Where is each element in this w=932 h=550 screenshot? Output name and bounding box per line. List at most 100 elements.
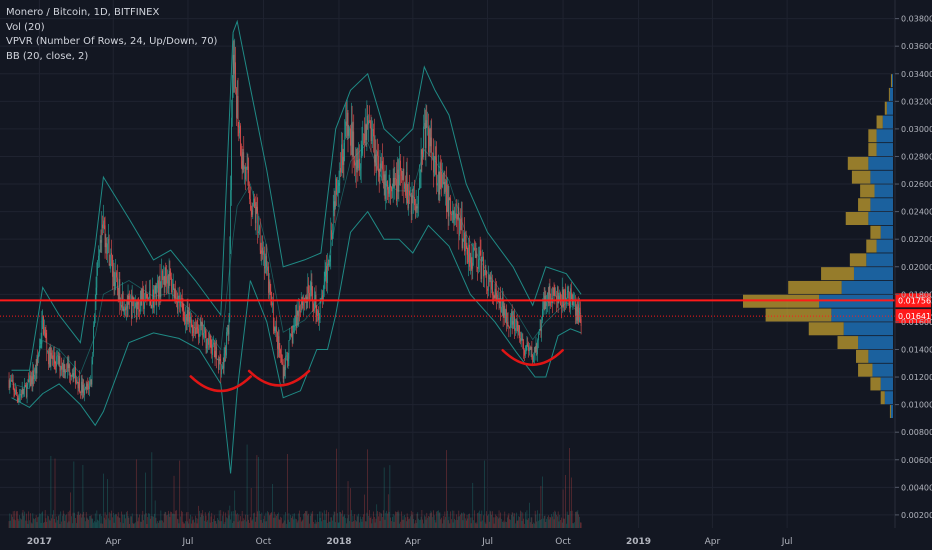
volume-bar [56, 516, 57, 528]
volume-bar [328, 512, 329, 528]
candle-body [346, 121, 347, 126]
candle-body [287, 358, 289, 362]
candle-body [386, 181, 387, 187]
candle-body [441, 171, 442, 188]
candle-body [25, 386, 27, 397]
time-tick-label: 2019 [626, 537, 651, 547]
candle-body [333, 201, 335, 211]
volume-bar [321, 521, 323, 528]
volume-bar [62, 515, 63, 528]
volume-bar [201, 514, 203, 528]
candle-body [329, 255, 331, 262]
candle-body [448, 198, 450, 217]
volume-bar [396, 512, 397, 528]
time-axis[interactable]: 2017 Apr Jul Oct 2018 Apr Jul Oct 2019 Apr Jul [27, 537, 793, 547]
candle-body [127, 295, 129, 309]
volume-bar [341, 513, 342, 528]
candle-body [234, 62, 236, 74]
volume-bar [347, 481, 349, 528]
candle-body [433, 159, 435, 173]
candle-body [343, 143, 345, 165]
arc-annotation[interactable] [501, 349, 564, 366]
candle-body [404, 183, 405, 189]
candle-body [41, 321, 43, 340]
candle-body [565, 289, 566, 300]
volume-profile-down-bar [880, 391, 885, 405]
price-label-box [895, 309, 931, 324]
volume-bar [91, 518, 93, 528]
volume-bar [408, 519, 410, 528]
volume-bar [417, 512, 419, 528]
candle-body [265, 256, 267, 267]
volume-bar [138, 517, 140, 528]
candle-body [39, 345, 40, 354]
candle-body [388, 186, 390, 194]
volume-bar [23, 515, 25, 528]
arc-annotation[interactable] [189, 375, 253, 393]
candle-body [469, 244, 470, 267]
time-tick-label: Oct [555, 537, 571, 547]
candle-body [172, 290, 173, 293]
volume-bar [345, 518, 346, 528]
volume-bar [538, 520, 539, 528]
candle-body [237, 96, 239, 128]
volume-bar [565, 474, 566, 528]
volume-bar [477, 513, 479, 528]
volume-bar [259, 513, 261, 528]
volume-bar [26, 520, 28, 528]
indicator-vpvr[interactable]: VPVR (Number Of Rows, 24, Up/Down, 70) [6, 36, 218, 47]
candle-body [288, 340, 290, 359]
volume-bar [357, 516, 359, 528]
candle-body [498, 301, 500, 304]
horizontal-lines[interactable]: 0.017565 0.016419 [0, 293, 932, 324]
volume-bar [243, 518, 245, 528]
indicator-volume[interactable]: Vol (20) [6, 21, 45, 33]
candle-body [503, 305, 505, 317]
candle-body [51, 352, 53, 356]
candle-body [510, 317, 511, 328]
candle-body [430, 137, 432, 147]
candle-body [19, 395, 21, 398]
time-tick-label: Jul [182, 537, 194, 547]
volume-bar [117, 516, 118, 528]
volume-bar [271, 512, 272, 528]
candle-body [100, 239, 102, 243]
candle-body [103, 220, 104, 229]
arc-annotation[interactable] [247, 369, 311, 387]
volume-bar [158, 520, 160, 528]
volume-bar [222, 511, 224, 528]
candle-body [23, 389, 25, 394]
volume-bar [182, 521, 184, 528]
symbol-title[interactable]: Monero / Bitcoin, 1D, BITFINEX [6, 7, 160, 18]
volume-bar [353, 521, 355, 528]
volume-bar [444, 511, 446, 528]
candle-body [490, 277, 492, 290]
volume-bar [58, 514, 60, 528]
candle-body [208, 338, 209, 345]
candle-body [514, 315, 515, 331]
candle-body [301, 301, 303, 305]
candle-body [149, 290, 150, 299]
candle-body [402, 168, 404, 180]
volume-bar [509, 519, 511, 528]
volume-bar [435, 522, 437, 528]
candle-body [552, 287, 554, 303]
indicator-bb[interactable]: BB (20, close, 2) [6, 50, 89, 62]
volume-profile-down-bar [890, 74, 892, 88]
volume-bar [168, 513, 170, 528]
candle-body [294, 326, 295, 327]
candle-body [215, 346, 217, 358]
candle-body [176, 302, 178, 309]
candle-body [125, 307, 126, 311]
candle-body [559, 293, 561, 296]
volume-bar [132, 522, 134, 528]
volume-bar [524, 523, 525, 528]
candle-body [415, 206, 417, 212]
volume-profile-down-bar [868, 129, 877, 143]
candle-body [60, 365, 62, 371]
volume-bar [318, 521, 319, 528]
candle-body [128, 295, 130, 299]
